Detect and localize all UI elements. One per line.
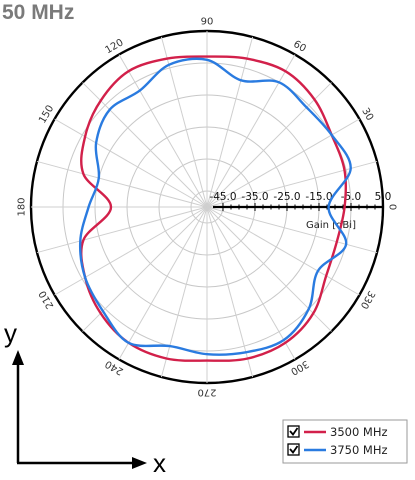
grid-spoke [118,206,208,360]
angle-label: 60 [291,39,308,55]
check-mark-icon [289,427,299,436]
series-layer [78,55,352,362]
legend-label: 3750 MHz [330,443,388,457]
grid-spoke [206,206,296,360]
x-axis-letter: x [153,448,166,478]
grid-spoke [36,160,208,208]
check-mark-icon [289,445,299,454]
grid-spoke [206,160,378,208]
angle-label: 90 [201,17,214,28]
grid-spoke [36,206,208,254]
grid-spoke [160,206,208,378]
grid-spoke [54,118,208,208]
grid-spoke [206,82,332,208]
radial-ticks: -45.0 -35.0 -25.0 -15.0 -5.0 5.0 Gain [dBi] [209,191,391,231]
grid-spoke [206,206,332,332]
coordinate-arrows: y x [4,318,166,478]
radial-axis-title: Gain [dBi] [306,220,356,231]
grid-spoke [118,54,208,208]
grid-spoke [54,206,208,296]
y-axis-letter: y [4,318,17,348]
grid-spoke [206,206,360,296]
series-line-2 [78,57,352,356]
grid-spoke [206,206,254,378]
angle-label: 180 [17,197,28,216]
grid-spoke [206,118,360,208]
grid-spoke [206,54,296,208]
grid-spoke [206,36,254,208]
radial-tick-label: -35.0 [241,191,268,203]
angle-label: 270 [197,387,216,398]
grid-spoke [160,36,208,208]
grid-spoke [82,82,208,208]
legend-entry-1[interactable]: 3500 MHz [287,425,388,439]
legend-entry-2[interactable]: 3750 MHz [287,443,388,457]
radial-tick-label: -45.0 [209,191,236,203]
y-arrow-head [12,350,24,365]
angle-label: 30 [359,106,375,123]
checkbox-checked-icon[interactable] [287,425,300,438]
legend: 3500 MHz 3750 MHz [282,419,408,464]
polar-grid [29,29,385,385]
legend-box [282,419,408,464]
grid-spoke [206,206,378,254]
chart-title: 50 MHz [2,1,74,24]
checkbox-checked-icon[interactable] [287,443,300,456]
series-line-1 [80,55,348,362]
angle-label: 0 [387,204,398,210]
radial-tick-label: -25.0 [273,191,300,203]
radial-tick-label: -5.0 [341,191,362,203]
radial-tick-label: 5.0 [375,191,392,203]
x-arrow-head [132,457,147,469]
legend-label: 3500 MHz [330,425,388,439]
radial-tick-label: -15.0 [305,191,332,203]
